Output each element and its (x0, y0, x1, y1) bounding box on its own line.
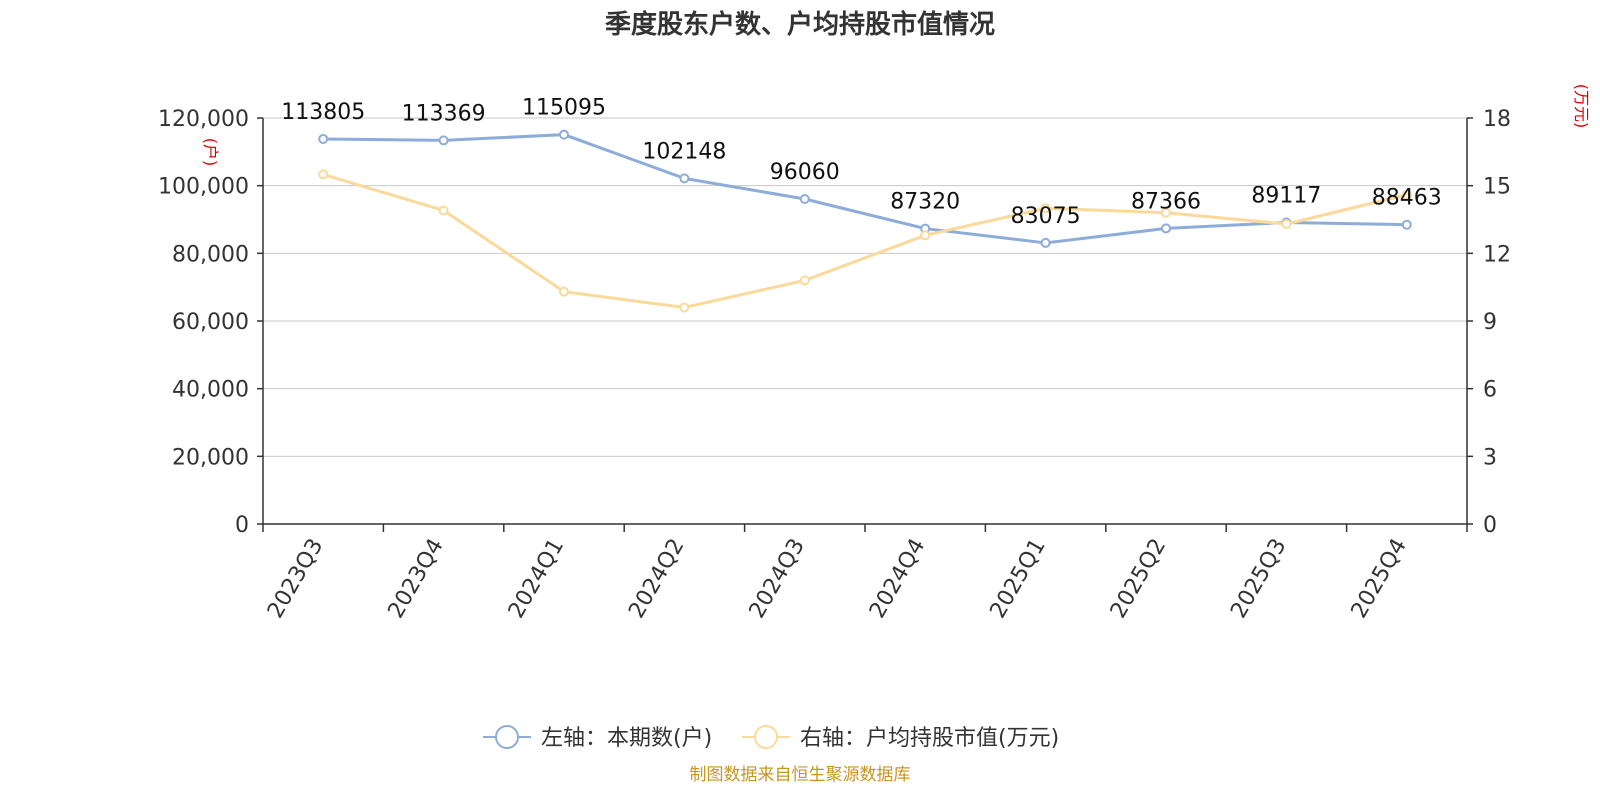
x-tick-label: 2023Q4 (383, 535, 448, 623)
y-right-unit: (万元) (1572, 84, 1591, 129)
legend-label-1: 右轴：户均持股市值(万元) (800, 726, 1059, 751)
data-point-1 (1401, 189, 1412, 200)
data-point-1 (318, 169, 329, 180)
data-label: 83075 (1011, 204, 1081, 229)
x-tick-label: 2024Q1 (504, 535, 569, 623)
data-label: 87320 (890, 190, 960, 215)
data-point-1 (679, 302, 690, 313)
source-note: 制图数据来自恒生聚源数据库 (690, 765, 911, 785)
data-point-0 (1401, 219, 1412, 230)
data-label: 87366 (1131, 189, 1201, 214)
x-tick-label: 2024Q3 (745, 535, 810, 623)
x-tick-label: 2025Q3 (1226, 535, 1291, 623)
y-right-tick-label: 12 (1483, 242, 1511, 267)
y-right-tick-label: 15 (1483, 175, 1511, 200)
data-label: 113369 (402, 101, 486, 126)
y-left-tick-label: 20,000 (172, 445, 249, 470)
chart-title: 季度股东户数、户均持股市值情况 (605, 9, 995, 40)
data-label: 88463 (1372, 186, 1442, 211)
y-right-tick-label: 3 (1483, 445, 1497, 470)
data-point-0 (318, 133, 329, 144)
data-label: 96060 (770, 160, 840, 185)
x-tick-label: 2023Q3 (263, 535, 328, 623)
y-left-tick-label: 80,000 (172, 242, 249, 267)
data-point-0 (679, 173, 690, 184)
data-label: 115095 (522, 96, 606, 121)
y-left-tick-label: 0 (235, 513, 249, 538)
y-right-tick-label: 6 (1483, 378, 1497, 403)
series-line-0 (323, 133, 1407, 245)
data-point-0 (1040, 237, 1051, 248)
legend-swatch-marker-0 (495, 725, 519, 749)
x-tick-label: 2025Q4 (1347, 535, 1412, 623)
data-point-0 (1161, 223, 1171, 234)
legend-swatch-marker-1 (754, 725, 778, 749)
data-label: 89117 (1251, 183, 1321, 208)
data-point-0 (559, 129, 569, 140)
data-point-1 (438, 205, 449, 216)
data-point-0 (799, 193, 810, 204)
data-point-0 (438, 135, 449, 146)
y-left-tick-label: 60,000 (172, 310, 249, 335)
data-label: 113805 (281, 100, 365, 125)
y-left-tick-label: 100,000 (158, 175, 249, 200)
x-tick-label: 2024Q4 (865, 535, 930, 623)
y-left-tick-label: 40,000 (172, 378, 249, 403)
data-point-1 (1161, 207, 1171, 218)
y-right-tick-label: 9 (1483, 310, 1497, 335)
data-point-1 (920, 230, 931, 241)
y-left-unit: (户) (201, 138, 220, 167)
data-label: 102148 (642, 139, 726, 164)
x-tick-label: 2024Q2 (624, 535, 689, 623)
legend-label-0: 左轴：本期数(户) (541, 726, 712, 751)
data-point-1 (559, 286, 569, 297)
data-point-1 (1040, 203, 1051, 214)
x-tick-label: 2025Q2 (1106, 535, 1171, 623)
y-right-tick-label: 18 (1483, 107, 1511, 132)
data-point-1 (1281, 219, 1292, 230)
y-left-tick-label: 120,000 (158, 107, 249, 132)
data-point-1 (799, 275, 810, 286)
series-line-1 (322, 172, 1408, 309)
y-right-tick-label: 0 (1483, 513, 1497, 538)
x-tick-label: 2025Q1 (985, 535, 1050, 623)
